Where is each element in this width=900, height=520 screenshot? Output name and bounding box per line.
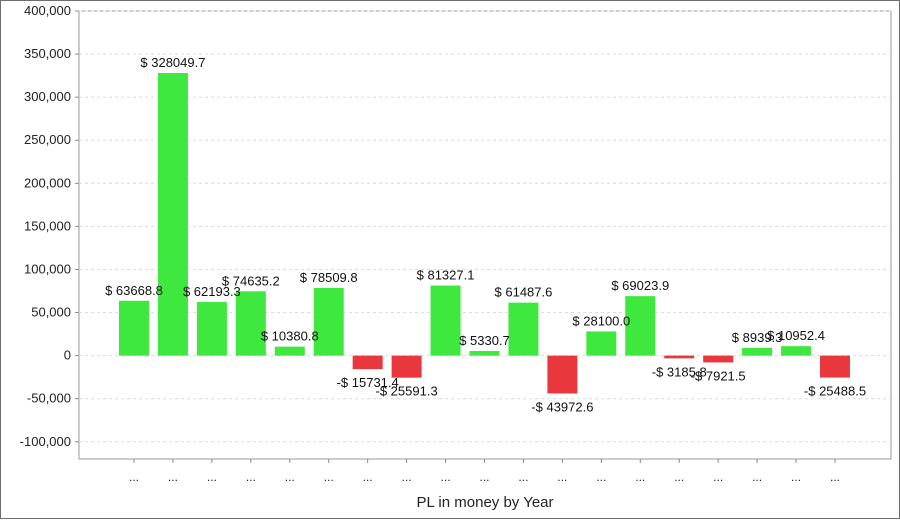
data-label: -$ 43972.6 [531,399,593,414]
data-label: $ 28100.0 [572,313,630,328]
bar [235,291,266,356]
data-label: -$ 15731.4 [337,375,399,390]
x-tick-label: ... [441,470,451,484]
bar [119,300,149,356]
x-tick-label: ... [596,470,606,484]
bar [625,296,656,356]
x-tick-label: ... [830,470,840,484]
x-tick-label: ... [713,470,723,484]
bar [391,355,422,378]
bar [742,347,773,356]
bars [119,72,850,394]
y-tick-label: 400,000 [24,3,71,18]
x-tick-label: ... [635,470,645,484]
bar [196,302,227,356]
data-label: $ 69023.9 [611,278,669,293]
bar [508,302,539,356]
bar [469,351,500,356]
x-tick-label: ... [246,470,256,484]
data-label: -$ 7921.5 [691,368,746,383]
x-tick-label: ... [752,470,762,484]
data-label: $ 74635.2 [222,273,280,288]
x-tick-label: ... [324,470,334,484]
bar [586,331,617,356]
y-tick-label: 50,000 [31,305,71,320]
data-label: $ 63668.8 [105,283,163,298]
data-label: $ 81327.1 [417,268,475,283]
data-label: $ 62193.3 [183,284,241,299]
bar [781,346,812,356]
data-label: -$ 25591.3 [376,384,438,399]
y-tick-label: 150,000 [24,218,71,233]
x-tick-label: ... [285,470,295,484]
bar [157,72,188,356]
data-label: $ 5330.7 [459,333,510,348]
x-tick-label: ... [207,470,217,484]
bar [274,346,305,356]
y-axis-ticks: -100,000 -50,000 0 50,000 100,000 150,000 200,… [20,3,79,449]
bar [430,285,461,356]
y-tick-label: 0 [64,348,71,363]
bar [820,355,850,378]
x-tick-label: ... [557,470,567,484]
data-label: -$ 25488.5 [804,384,866,399]
data-label: $ 10952.4 [767,328,825,343]
y-tick-label: 350,000 [24,46,71,61]
x-tick-label: ... [129,470,139,484]
x-tick-label: ... [402,470,412,484]
bar [547,355,578,394]
bar [352,355,383,370]
plot-area [78,10,892,460]
data-label: $ 78509.8 [300,270,358,285]
data-labels: $ 63668.8 $ 328049.7 $ 62193.3$ 74635.2 $ 1… [105,55,866,415]
y-tick-label: -50,000 [27,391,71,406]
x-tick-label: ... [479,470,489,484]
y-tick-label: -100,000 [20,434,71,449]
y-tick-label: 250,000 [24,132,71,147]
data-label: $ 328049.7 [140,55,205,70]
x-tick-label: ... [518,470,528,484]
x-tick-label: ... [168,470,178,484]
data-label: $ 10380.8 [261,329,319,344]
data-label: -$ 3185.8 [652,364,707,379]
data-label: $ 61487.6 [495,285,553,300]
y-tick-label: 300,000 [24,89,71,104]
data-label: $ 8939.3 [732,330,783,345]
y-tick-label: 100,000 [24,261,71,276]
x-tick-label: ... [791,470,801,484]
x-tick-label: ... [674,470,684,484]
x-tick-label: ... [363,470,373,484]
bar [664,355,695,359]
bar [703,355,734,363]
x-axis-ticks: ........................................… [129,459,840,484]
bar [313,287,344,356]
x-axis-title: PL in money by Year [416,494,553,511]
y-tick-label: 200,000 [24,175,71,190]
